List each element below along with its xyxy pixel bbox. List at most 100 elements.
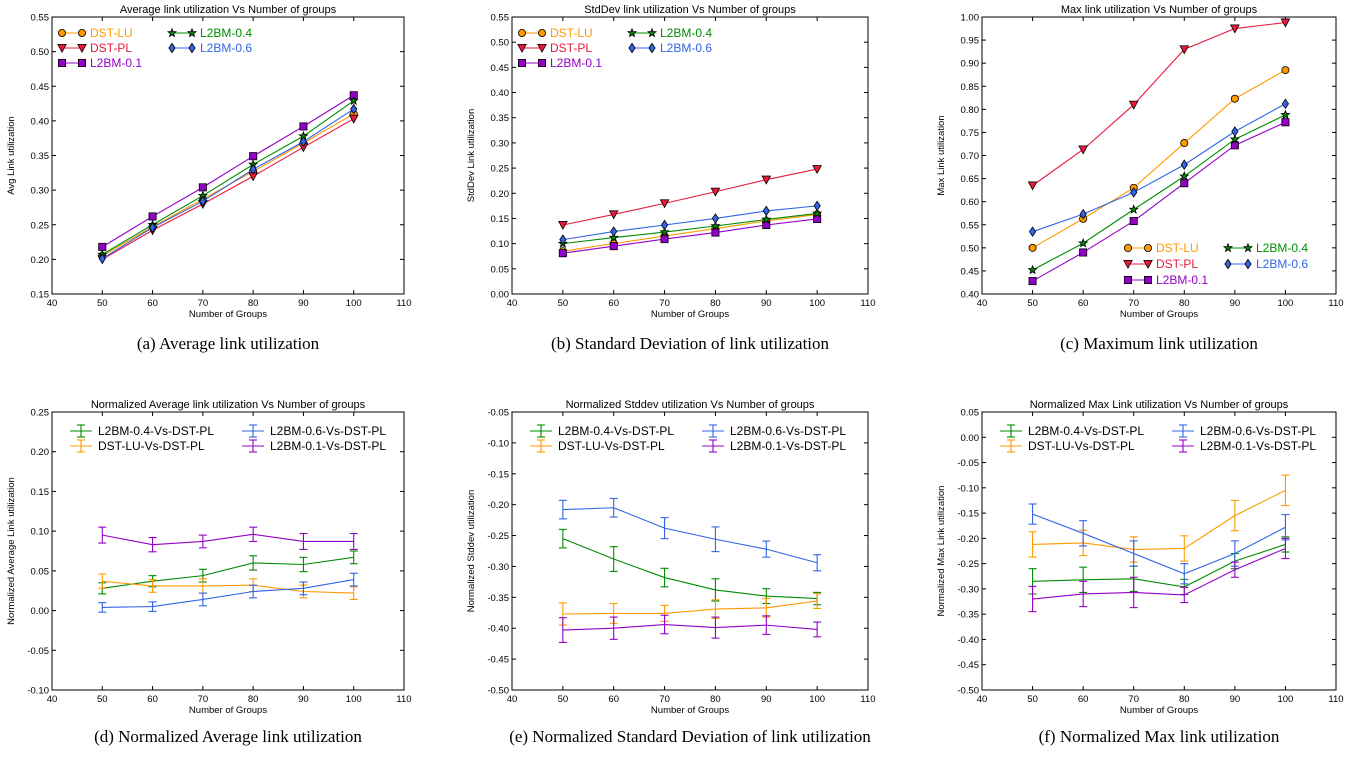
y-axis-label: Normalized Average Link utilization (6, 477, 17, 625)
x-tick-label: 80 (1179, 694, 1190, 705)
y-tick-label: -0.05 (957, 458, 979, 469)
figure-caption: (e) Normalized Standard Deviation of lin… (509, 727, 871, 746)
legend-label: DST-LU-Vs-DST-PL (1028, 439, 1135, 453)
data-point (299, 136, 308, 147)
x-tick-label: 40 (977, 298, 988, 309)
data-point (1079, 208, 1087, 220)
legend-label: L2BM-0.1 (90, 56, 142, 70)
series-L2BM-0.4 (1027, 109, 1291, 275)
x-tick-label: 70 (1128, 694, 1139, 705)
data-point (558, 249, 567, 258)
y-tick-label: -0.25 (487, 531, 509, 542)
chart-panel-a: Average link utilization Vs Number of gr… (6, 4, 412, 353)
legend-label: DST-LU (550, 26, 593, 40)
legend-label: L2BM-0.1-Vs-DST-PL (1200, 439, 1316, 453)
legend-marker (538, 59, 547, 68)
series-DST-LU (1028, 66, 1290, 252)
y-tick-label: -0.50 (957, 686, 979, 697)
x-tick-label: 110 (1328, 694, 1343, 705)
legend-marker (518, 59, 527, 68)
legend-item: DST-PL (1123, 257, 1198, 271)
series-line (562, 218, 818, 254)
series-line (1032, 103, 1286, 233)
y-tick-label: 0.45 (491, 63, 510, 74)
legend-label: L2BM-0.1-Vs-DST-PL (270, 439, 386, 453)
legend-label: L2BM-0.4-Vs-DST-PL (558, 424, 674, 438)
legend-marker (58, 28, 67, 37)
series-DST-PL (557, 165, 823, 231)
y-axis-label: StdDev Link utilization (466, 109, 477, 202)
data-point (1280, 18, 1291, 28)
data-point (711, 228, 720, 237)
data-point (1230, 94, 1239, 103)
plot-area (511, 411, 869, 691)
series-line (562, 168, 818, 226)
legend-label: L2BM-0.6 (660, 41, 712, 55)
plot-area (51, 16, 405, 295)
x-tick-label: 90 (1230, 298, 1241, 309)
data-point (350, 103, 358, 115)
x-tick-label: 50 (97, 694, 108, 705)
legend-marker (1143, 259, 1153, 270)
legend-label: L2BM-0.6 (200, 41, 252, 55)
y-axis-label: Normalized Stddev utilization (466, 490, 477, 613)
data-point (1180, 139, 1189, 148)
series-line (562, 212, 818, 245)
legend-label: DST-PL (90, 41, 132, 55)
legend-label: L2BM-0.6 (1256, 257, 1308, 271)
y-axis-label: Max Link utilization (936, 115, 947, 195)
y-tick-label: 0.75 (961, 128, 980, 139)
figure-caption: (c) Maximum link utilization (1060, 334, 1258, 353)
x-tick-label: 80 (1179, 298, 1190, 309)
y-tick-label: -0.45 (487, 655, 509, 666)
data-point (1027, 181, 1038, 191)
y-tick-label: 0.20 (491, 189, 510, 200)
legend-item: DST-PL (517, 41, 592, 55)
series-line (1032, 547, 1286, 600)
plot-area (981, 411, 1337, 691)
legend-item: L2BM-0.1-Vs-DST-PL (1172, 439, 1316, 453)
data-point (148, 222, 157, 233)
data-point (1129, 217, 1138, 226)
legend-item: DST-LU (518, 26, 593, 40)
data-point (609, 242, 618, 251)
legend-marker (628, 42, 636, 54)
y-tick-label: 0.50 (31, 47, 50, 58)
x-tick-label: 100 (809, 694, 825, 705)
x-tick-label: 70 (198, 298, 209, 309)
y-tick-label: 0.25 (31, 408, 50, 419)
x-tick-label: 100 (1277, 694, 1293, 705)
x-tick-label: 100 (1277, 298, 1293, 309)
x-axis-label: Number of Groups (651, 705, 729, 716)
series-line (1032, 21, 1286, 186)
x-tick-label: 110 (1328, 298, 1343, 309)
legend-label: L2BM-0.6-Vs-DST-PL (730, 424, 846, 438)
y-tick-label: 0.35 (31, 151, 50, 162)
y-tick-label: 0.50 (491, 38, 510, 49)
data-point (1229, 133, 1240, 144)
legend-marker (1144, 243, 1153, 252)
x-tick-label: 90 (298, 694, 309, 705)
series-L2BM-0.1-Vs-DST-PL (98, 526, 358, 553)
data-point (660, 235, 669, 244)
data-point (1230, 141, 1239, 150)
data-point (1281, 98, 1290, 110)
data-point (1179, 170, 1190, 181)
y-tick-label: -0.30 (957, 584, 979, 595)
series-L2BM-0.6 (98, 103, 358, 264)
series-line (1032, 114, 1286, 271)
y-tick-label: 0.45 (961, 266, 980, 277)
chart-title: Normalized Max Link utilization Vs Numbe… (1030, 399, 1289, 411)
chart-title: StdDev link utilization Vs Number of gro… (584, 4, 796, 16)
legend-item: L2BM-0.4 (626, 26, 712, 40)
y-tick-label: 0.80 (961, 105, 980, 116)
legend-label: L2BM-0.6-Vs-DST-PL (1200, 424, 1316, 438)
legend-marker (186, 27, 198, 38)
data-point (1180, 159, 1188, 171)
y-tick-label: 0.35 (491, 113, 510, 124)
figure-caption: (a) Average link utilization (137, 334, 320, 353)
